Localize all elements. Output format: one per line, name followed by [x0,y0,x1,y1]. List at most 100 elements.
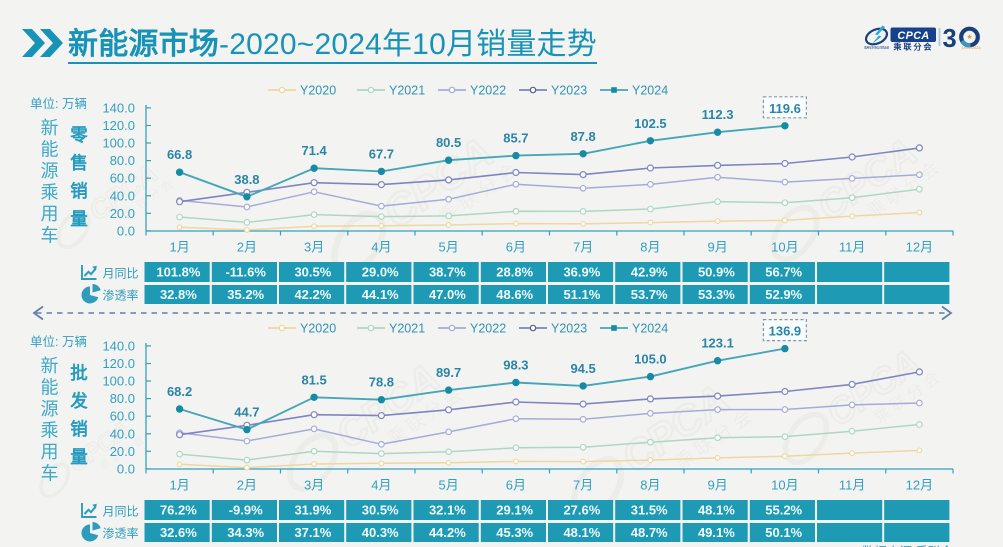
svg-text:78.8: 78.8 [369,375,394,390]
svg-text:35.2%: 35.2% [227,287,264,302]
svg-text:53.7%: 53.7% [631,287,668,302]
svg-text:能: 能 [41,378,59,398]
svg-text:20.0: 20.0 [110,206,135,221]
svg-text:68.2: 68.2 [167,384,192,399]
svg-text:9月: 9月 [707,240,727,255]
svg-text:85.7: 85.7 [503,131,528,146]
svg-text:CPCA: CPCA [897,30,929,42]
svg-text:80.0: 80.0 [110,391,135,406]
svg-text:单位: 万辆: 单位: 万辆 [30,334,87,349]
svg-text:50.9%: 50.9% [698,265,735,280]
svg-text:5月: 5月 [438,478,458,493]
svg-text:48.6%: 48.6% [496,287,533,302]
svg-text:27.6%: 27.6% [563,503,600,518]
svg-text:123.1: 123.1 [701,336,734,351]
svg-text:-11.6%: -11.6% [225,265,266,280]
svg-text:乘联分会: 乘联分会 [893,42,934,52]
svg-text:105.0: 105.0 [634,352,667,367]
svg-text:能: 能 [41,140,59,160]
svg-text:34.3%: 34.3% [227,525,264,540]
svg-text:120.0: 120.0 [102,118,135,133]
svg-text:100.0: 100.0 [102,374,135,389]
svg-text:Y2020: Y2020 [300,322,336,336]
svg-text:渗透率: 渗透率 [103,288,139,303]
svg-text:月同比: 月同比 [103,505,139,519]
svg-text:55.2%: 55.2% [765,503,802,518]
svg-text:1月: 1月 [169,240,189,255]
svg-text:1994-2024: 1994-2024 [961,45,981,50]
svg-text:销: 销 [70,419,88,439]
svg-text:售: 售 [70,153,88,173]
svg-text:50.1%: 50.1% [765,525,802,540]
svg-text:60.0: 60.0 [110,171,135,186]
svg-text:140.0: 140.0 [102,100,135,115]
svg-text:48.7%: 48.7% [631,525,668,540]
svg-text:29.1%: 29.1% [496,503,533,518]
svg-text:12月: 12月 [906,240,933,255]
svg-text:车: 车 [41,464,59,484]
svg-text:Y2022: Y2022 [470,322,506,336]
svg-text:66.8: 66.8 [167,147,192,162]
svg-text:32.8%: 32.8% [160,287,197,302]
svg-text:8月: 8月 [640,240,660,255]
svg-text:1月: 1月 [169,478,189,493]
svg-text:42.2%: 42.2% [294,287,331,302]
svg-text:60.0: 60.0 [110,409,135,424]
svg-text:30.5%: 30.5% [362,503,399,518]
svg-text:76.2%: 76.2% [160,503,197,518]
svg-text:136.9: 136.9 [769,324,802,339]
svg-text:Y2022: Y2022 [470,84,506,98]
svg-text:140.0: 140.0 [102,338,135,353]
svg-text:3月: 3月 [304,478,324,493]
svg-text:单位: 万辆: 单位: 万辆 [30,96,87,111]
svg-text:20.0: 20.0 [110,444,135,459]
svg-text:乘: 乘 [41,421,59,441]
svg-text:源: 源 [41,161,59,181]
svg-text:38.8: 38.8 [234,172,259,187]
svg-text:5月: 5月 [438,240,458,255]
svg-text:48.1%: 48.1% [563,525,600,540]
svg-text:7月: 7月 [573,240,593,255]
svg-text:36.9%: 36.9% [563,265,600,280]
svg-text:渗透率: 渗透率 [103,526,139,541]
svg-text:2月: 2月 [237,478,257,493]
svg-text:44.2%: 44.2% [429,525,466,540]
svg-text:87.8: 87.8 [570,129,595,144]
svg-text:车: 车 [41,226,59,246]
svg-text:31.9%: 31.9% [294,503,331,518]
svg-text:Y2023: Y2023 [551,322,587,336]
svg-text:44.1%: 44.1% [362,287,399,302]
svg-text:53.3%: 53.3% [698,287,735,302]
svg-text:6月: 6月 [506,478,526,493]
svg-text:乘用车市场信息联席会: 乘用车市场信息联席会 [864,46,889,50]
svg-text:销: 销 [70,181,88,201]
svg-text:源: 源 [41,399,59,419]
svg-text:批: 批 [70,363,88,383]
svg-text:4月: 4月 [371,240,391,255]
svg-text:45.3%: 45.3% [496,525,533,540]
svg-text:44.7: 44.7 [234,405,259,420]
svg-text:9月: 9月 [707,478,727,493]
svg-text:56.7%: 56.7% [765,265,802,280]
svg-text:新: 新 [41,356,59,376]
svg-text:32.6%: 32.6% [160,525,197,540]
svg-text:4月: 4月 [371,478,391,493]
svg-text:49.1%: 49.1% [698,525,735,540]
svg-text:2月: 2月 [237,240,257,255]
svg-text:38.7%: 38.7% [429,265,466,280]
svg-text:数据来源:乘联会: 数据来源:乘联会 [862,544,953,547]
svg-text:3: 3 [943,25,957,53]
svg-text:用: 用 [41,204,59,224]
svg-text:11月: 11月 [839,478,866,493]
svg-text:零: 零 [69,125,88,145]
svg-text:47.0%: 47.0% [429,287,466,302]
svg-text:乘: 乘 [41,183,59,203]
svg-text:-9.9%: -9.9% [229,503,263,518]
svg-text:6月: 6月 [506,240,526,255]
svg-text:30.5%: 30.5% [294,265,331,280]
svg-text:51.1%: 51.1% [563,287,600,302]
svg-text:32.1%: 32.1% [429,503,466,518]
svg-text:12月: 12月 [906,478,933,493]
svg-text:0.0: 0.0 [117,461,135,476]
svg-text:0.0: 0.0 [117,223,135,238]
